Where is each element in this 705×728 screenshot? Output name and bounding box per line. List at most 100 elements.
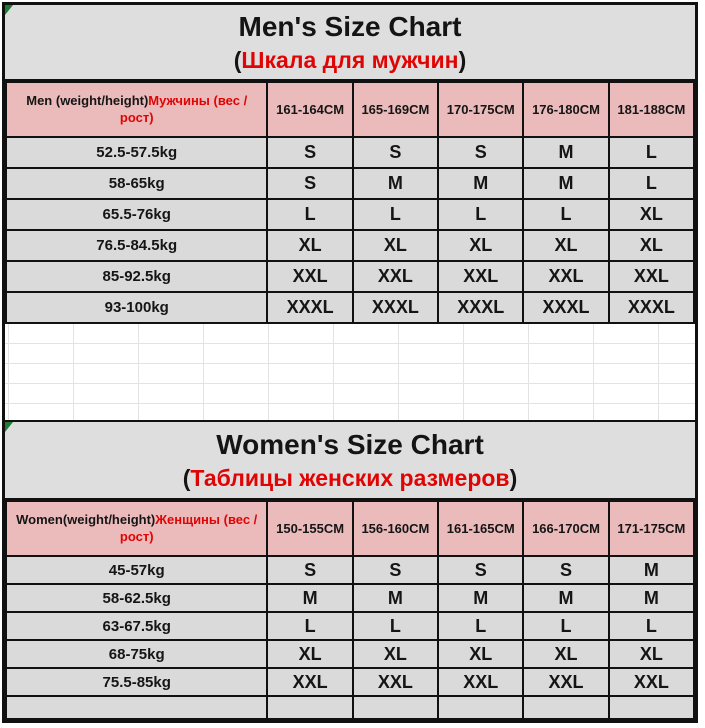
weight-cell: 75.5-85kg (4, 667, 269, 697)
column-header: 165-169CM (351, 81, 440, 138)
size-cell: XXXL (437, 291, 525, 324)
size-cell: XXL (522, 667, 610, 697)
mens-header-row: Men (weight/height)Мужчины (вес / рост) … (4, 81, 696, 138)
womens-title-block: Women's Size Chart (Таблицы женских разм… (5, 420, 695, 500)
size-cell: M (607, 583, 696, 613)
size-cell: S (266, 136, 354, 169)
size-cell: XL (607, 639, 696, 669)
table-row: 58-65kg S M M M L (4, 167, 696, 200)
weight-cell: 58-65kg (4, 167, 269, 200)
table-row: 76.5-84.5kg XL XL XL XL XL (4, 229, 696, 262)
empty-cell (4, 695, 269, 720)
weight-cell: 45-57kg (4, 555, 269, 585)
mens-title-block: Men's Size Chart (Шкала для мужчин) (5, 5, 695, 81)
size-cell: S (266, 555, 354, 585)
size-cell: XXL (437, 667, 525, 697)
table-row: 85-92.5kg XXL XXL XXL XXL XXL (4, 260, 696, 293)
table-row: 58-62.5kg M M M M M (4, 583, 696, 613)
column-header: 181-188CM (607, 81, 696, 138)
table-row: 75.5-85kg XXL XXL XXL XXL XXL (4, 667, 696, 697)
womens-subtitle-ru: Таблицы женских размеров (190, 464, 510, 491)
size-cell: XL (522, 229, 610, 262)
paren: ( (182, 464, 191, 491)
size-cell: XL (351, 229, 440, 262)
size-cell: XXXL (607, 291, 696, 324)
size-cell: L (351, 611, 440, 641)
size-cell: XXL (266, 667, 354, 697)
weight-cell: 68-75kg (4, 639, 269, 669)
size-cell: L (607, 611, 696, 641)
size-cell: M (351, 167, 440, 200)
womens-size-table: Women(weight/height)Женщины (вес / рост)… (4, 500, 696, 720)
empty-spreadsheet-grid (5, 324, 695, 420)
column-header: 150-155CM (266, 500, 354, 557)
size-cell: L (522, 198, 610, 231)
empty-cell (351, 695, 440, 720)
weight-cell: 58-62.5kg (4, 583, 269, 613)
size-cell: XL (437, 229, 525, 262)
weight-cell: 52.5-57.5kg (4, 136, 269, 169)
mens-row-header-ru: Мужчины (вес / рост) (119, 93, 248, 125)
table-row: 63-67.5kg L L L L L (4, 611, 696, 641)
size-cell: M (437, 583, 525, 613)
cell-marker-triangle-icon (5, 422, 13, 432)
size-cell: S (351, 555, 440, 585)
size-cell: XL (351, 639, 440, 669)
size-cell: S (522, 555, 610, 585)
mens-row-header-en: Men (weight/height) (26, 93, 149, 109)
column-header: 161-165CM (437, 500, 525, 557)
empty-cell (437, 695, 525, 720)
size-cell: M (351, 583, 440, 613)
womens-subtitle: (Таблицы женских размеров) (183, 466, 518, 490)
size-cell: XL (607, 229, 696, 262)
size-cell: XL (266, 639, 354, 669)
size-cell: L (437, 198, 525, 231)
table-row: 45-57kg S S S S M (4, 555, 696, 585)
column-header: 176-180CM (522, 81, 610, 138)
size-cell: XXXL (351, 291, 440, 324)
size-cell: XL (522, 639, 610, 669)
size-cell: XXL (607, 260, 696, 293)
size-cell: XXL (522, 260, 610, 293)
weight-cell: 85-92.5kg (4, 260, 269, 293)
spreadsheet-sheet: Men's Size Chart (Шкала для мужчин) Men … (2, 2, 698, 723)
weight-cell: 63-67.5kg (4, 611, 269, 641)
size-cell: S (437, 136, 525, 169)
column-header: 156-160CM (351, 500, 440, 557)
weight-cell: 65.5-76kg (4, 198, 269, 231)
column-header: 171-175CM (607, 500, 696, 557)
column-header: 166-170CM (522, 500, 610, 557)
mens-size-table: Men (weight/height)Мужчины (вес / рост) … (4, 81, 696, 324)
size-cell: XXL (351, 667, 440, 697)
size-cell: M (522, 167, 610, 200)
column-header: 170-175CM (437, 81, 525, 138)
mens-row-header: Men (weight/height)Мужчины (вес / рост) (4, 81, 269, 138)
mens-title: Men's Size Chart (238, 11, 462, 43)
size-cell: L (522, 611, 610, 641)
size-cell: XXL (437, 260, 525, 293)
womens-row-header-en: Women(weight/height) (16, 512, 156, 528)
size-cell: XXL (607, 667, 696, 697)
empty-cell (522, 695, 610, 720)
size-cell: XL (437, 639, 525, 669)
size-cell: XL (266, 229, 354, 262)
size-cell: L (351, 198, 440, 231)
paren: ( (233, 46, 242, 73)
empty-table-row (4, 695, 696, 720)
table-row: 93-100kg XXXL XXXL XXXL XXXL XXXL (4, 291, 696, 324)
size-cell: M (437, 167, 525, 200)
cell-marker-triangle-icon (5, 5, 13, 15)
paren: ) (458, 46, 467, 73)
size-cell: L (266, 198, 354, 231)
size-cell: M (522, 136, 610, 169)
paren: ) (509, 464, 518, 491)
size-cell: XXXL (522, 291, 610, 324)
womens-header-row: Women(weight/height)Женщины (вес / рост)… (4, 500, 696, 557)
size-cell: S (266, 167, 354, 200)
table-row: 68-75kg XL XL XL XL XL (4, 639, 696, 669)
size-cell: XXL (266, 260, 354, 293)
weight-cell: 76.5-84.5kg (4, 229, 269, 262)
size-cell: M (266, 583, 354, 613)
empty-cell (266, 695, 354, 720)
